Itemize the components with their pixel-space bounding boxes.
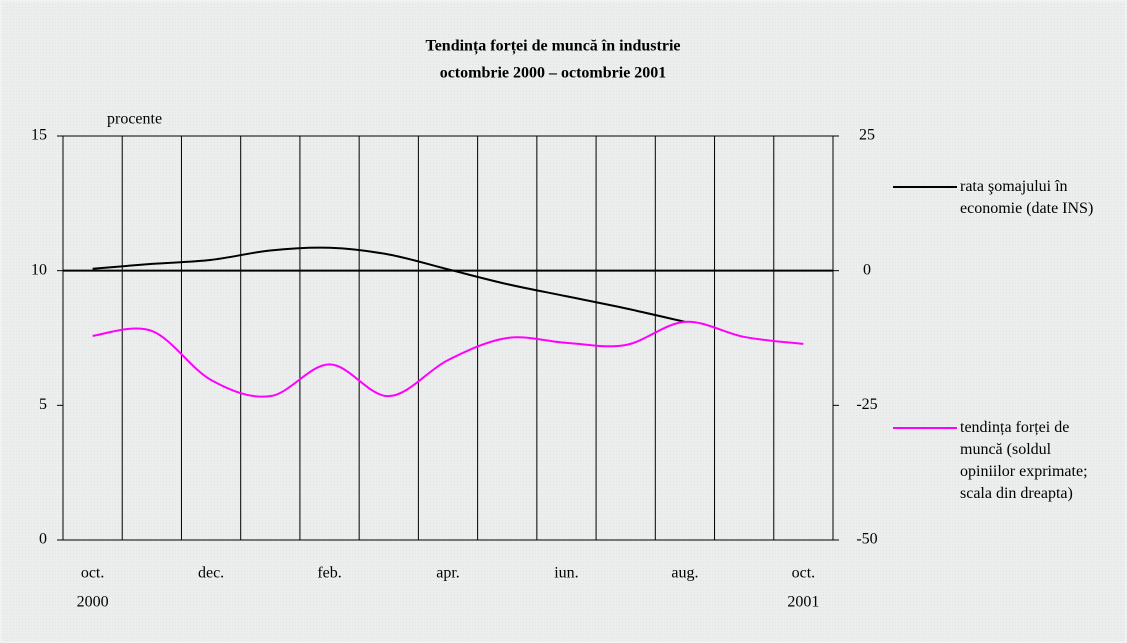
y-tick-label: 10	[31, 261, 47, 278]
x-tick-label: iun.	[554, 565, 578, 582]
y2-tick-label: -50	[856, 531, 877, 548]
x-year-label: 2000	[77, 594, 109, 611]
legend-label: rata şomajului în economie (date INS)	[960, 178, 1094, 217]
y-axis-label: procente	[107, 111, 162, 128]
series-line	[92, 246, 686, 323]
series-line	[92, 320, 804, 398]
x-tick-label: feb.	[317, 565, 341, 582]
x-tick-label: aug.	[671, 565, 698, 582]
x-tick-label: oct.	[81, 565, 105, 582]
y2-tick-label: 0	[863, 261, 871, 278]
chart-title: Tendința forței de muncă în industrie	[426, 38, 681, 56]
y-tick-label: 5	[39, 396, 47, 413]
x-tick-label: dec.	[198, 565, 224, 582]
legend-label: tendința forței de muncă (soldul opiniil…	[960, 419, 1088, 502]
x-tick-label: apr.	[436, 565, 460, 582]
x-tick-label: oct.	[792, 565, 816, 582]
y2-tick-label: -25	[856, 396, 877, 413]
chart-subtitle: octombrie 2000 – octombrie 2001	[440, 65, 667, 82]
y2-tick-label: 25	[859, 127, 875, 144]
x-year-label: 2001	[787, 594, 819, 611]
y-tick-label: 0	[39, 531, 47, 548]
plot-area	[62, 135, 834, 541]
y-tick-label: 15	[31, 127, 47, 144]
